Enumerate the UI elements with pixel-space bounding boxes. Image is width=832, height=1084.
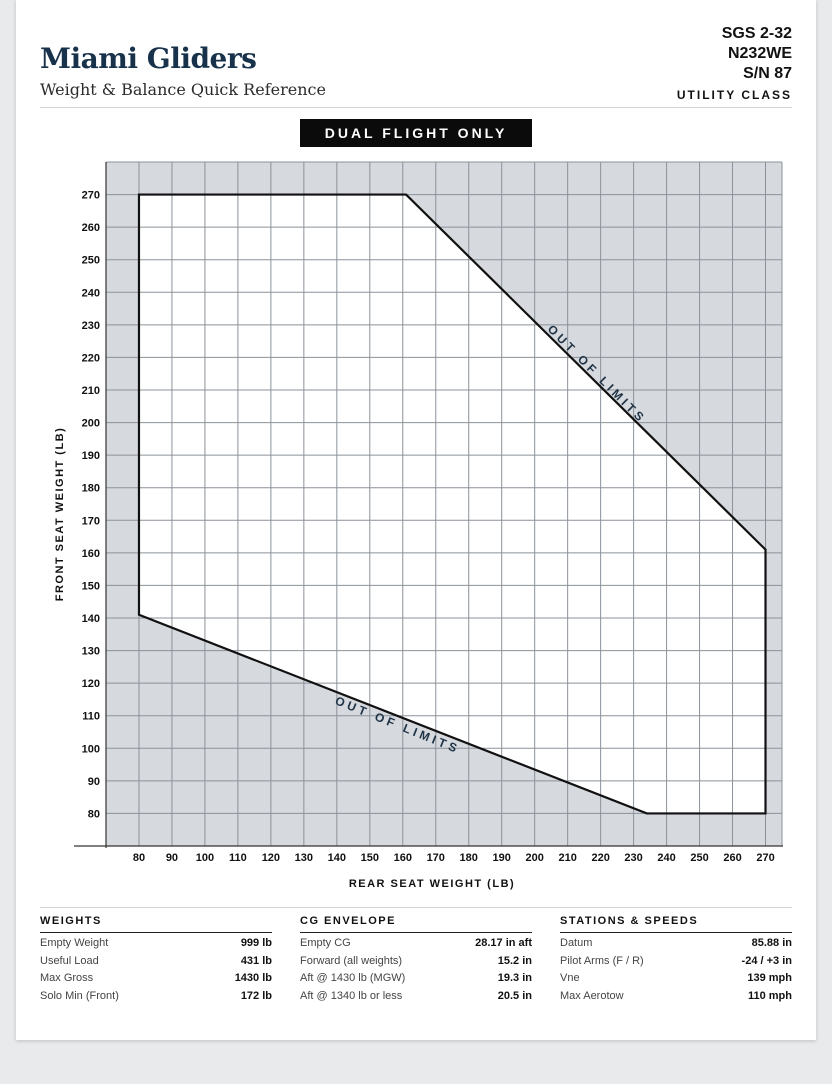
aircraft-serial: S/N 87 [743, 65, 792, 82]
cg-row: Aft @ 1340 lb or less 20.5 in [300, 988, 532, 1006]
aircraft-id-block: SGS 2-32 N232WE S/N 87 UTILITY CLASS [677, 24, 792, 102]
cg-row: Forward (all weights) 15.2 in [300, 953, 532, 971]
weights-value: 431 lb [240, 954, 272, 967]
stations-value: 110 mph [747, 989, 792, 1002]
y-tick-label: 110 [82, 711, 100, 723]
y-tick-label: 100 [82, 743, 100, 755]
x-tick-label: 220 [591, 852, 609, 864]
cg-value: 15.2 in [497, 954, 532, 967]
x-tick-label: 170 [427, 852, 445, 864]
weights-value: 999 lb [240, 937, 272, 949]
x-tick-label: 120 [262, 852, 280, 864]
weights-label: Useful Load [40, 954, 99, 967]
stations-row: Vne 139 mph [560, 970, 792, 988]
stations-value: 85.88 in [751, 937, 792, 949]
y-tick-label: 150 [82, 580, 100, 592]
cg-envelope-title: CG ENVELOPE [300, 915, 532, 933]
envelope-fill [138, 194, 766, 814]
cg-value: 19.3 in [497, 972, 532, 984]
y-tick-label: 210 [82, 385, 100, 397]
cg-row: Empty CG 28.17 in aft [300, 935, 532, 953]
weights-label: Max Gross [40, 972, 94, 984]
x-tick-label: 130 [295, 852, 313, 864]
weights-label: Solo Min (Front) [40, 989, 119, 1002]
x-tick-label: 240 [657, 852, 675, 864]
aircraft-model: SGS 2-32 [721, 25, 792, 42]
stations-value: -24 / +3 in [741, 954, 792, 967]
cg-value: 20.5 in [497, 989, 532, 1002]
x-tick-label: 210 [558, 852, 576, 864]
y-tick-label: 240 [82, 287, 100, 299]
x-tick-label: 150 [361, 852, 379, 864]
y-tick-label: 260 [82, 222, 100, 234]
document-subtitle: Weight & Balance Quick Reference [40, 80, 326, 99]
x-tick-label: 230 [624, 852, 642, 864]
cg-label: Aft @ 1340 lb or less [300, 989, 403, 1002]
envelope-outline [137, 193, 767, 815]
x-tick-label: 270 [756, 852, 774, 864]
stations-speeds-section: STATIONS & SPEEDS Datum 85.88 in Pilot A… [560, 915, 792, 1005]
reference-page: Miami Gliders Weight & Balance Quick Ref… [16, 0, 816, 1040]
stations-speeds-title: STATIONS & SPEEDS [560, 915, 792, 933]
y-tick-label: 160 [82, 548, 100, 560]
stations-row: Pilot Arms (F / R) -24 / +3 in [560, 953, 792, 971]
weights-row: Useful Load 431 lb [40, 953, 272, 971]
y-tick-label: 170 [82, 515, 100, 527]
aircraft-registration: N232WE [727, 45, 792, 62]
y-axis-title: FRONT SEAT WEIGHT (LB) [54, 427, 66, 602]
brand-name: Miami Gliders [40, 42, 257, 75]
aircraft-category: UTILITY CLASS [676, 88, 792, 102]
x-tick-label: 260 [723, 852, 741, 864]
x-tick-label: 90 [166, 852, 178, 864]
x-tick-label: 200 [526, 852, 544, 864]
stations-row: Max Aerotow 110 mph [560, 988, 792, 1006]
x-tick-label: 190 [493, 852, 511, 864]
y-tick-label: 140 [82, 613, 100, 625]
weights-value: 172 lb [240, 989, 272, 1002]
x-axis-title: REAR SEAT WEIGHT (LB) [349, 878, 515, 890]
weights-section: WEIGHTS Empty Weight 999 lb Useful Load … [40, 915, 272, 1005]
stations-label: Vne [560, 972, 580, 984]
x-tick-label: 180 [460, 852, 478, 864]
x-tick-label: 160 [394, 852, 412, 864]
stations-row: Datum 85.88 in [560, 935, 792, 953]
weights-title: WEIGHTS [40, 915, 272, 933]
y-tick-label: 90 [88, 776, 100, 788]
cg-label: Aft @ 1430 lb (MGW) [300, 972, 406, 984]
stations-label: Max Aerotow [560, 989, 624, 1002]
weights-value: 1430 lb [234, 972, 272, 984]
x-tick-label: 100 [196, 852, 214, 864]
stations-value: 139 mph [747, 972, 792, 984]
y-tick-label: 180 [82, 483, 100, 495]
header-divider [40, 107, 792, 108]
cg-envelope-section: CG ENVELOPE Empty CG 28.17 in aft Forwar… [300, 915, 532, 1005]
y-tick-label: 270 [82, 190, 100, 202]
cg-label: Empty CG [300, 937, 351, 949]
y-tick-label: 120 [82, 678, 100, 690]
cg-label: Forward (all weights) [300, 954, 403, 967]
y-tick-label: 220 [82, 352, 100, 364]
y-tick-label: 200 [82, 418, 100, 430]
y-tick-label: 80 [88, 808, 100, 820]
cg-value: 28.17 in aft [475, 937, 532, 949]
y-tick-label: 190 [82, 450, 100, 462]
cg-row: Aft @ 1430 lb (MGW) 19.3 in [300, 970, 532, 988]
stations-label: Pilot Arms (F / R) [560, 954, 644, 967]
weights-label: Empty Weight [40, 937, 109, 949]
weights-row: Solo Min (Front) 172 lb [40, 988, 272, 1006]
x-tick-label: 80 [133, 852, 145, 864]
weights-row: Max Gross 1430 lb [40, 970, 272, 988]
stations-label: Datum [560, 937, 593, 949]
x-tick-label: 140 [328, 852, 346, 864]
weights-row: Empty Weight 999 lb [40, 935, 272, 953]
x-tick-label: 250 [690, 852, 708, 864]
x-tick-label: 110 [229, 852, 247, 864]
footer-divider [40, 907, 792, 908]
y-tick-label: 250 [82, 255, 100, 267]
weight-balance-chart: 80 90 100 110 120 130 140 150 160 170 180 190 200 210… [54, 161, 783, 890]
y-tick-label: 130 [82, 646, 100, 658]
y-tick-label: 230 [82, 320, 100, 332]
dual-flight-banner: DUAL FLIGHT ONLY [300, 119, 532, 147]
